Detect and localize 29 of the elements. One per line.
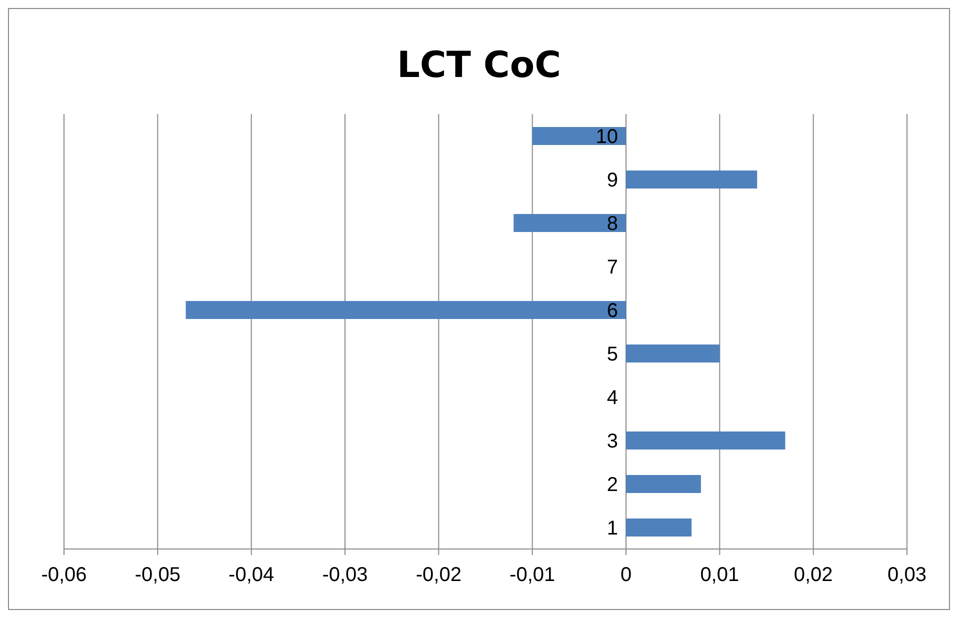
bar <box>626 432 786 450</box>
y-tick-label: 9 <box>606 169 618 192</box>
y-tick-label: 1 <box>606 517 618 540</box>
y-tick-label: 10 <box>596 126 618 148</box>
bar <box>532 127 626 145</box>
bar <box>626 475 701 493</box>
x-tick-label: -0,04 <box>228 564 274 586</box>
bar <box>514 214 626 232</box>
chart-title: LCT CoC <box>396 45 562 86</box>
y-tick-label: 3 <box>606 430 618 452</box>
bar <box>626 170 758 188</box>
y-tick-label: 2 <box>606 474 618 496</box>
y-tick-label: 5 <box>606 343 618 366</box>
x-tick-label: 0,01 <box>700 564 740 586</box>
bar <box>626 518 692 536</box>
x-tick-label: 0 <box>620 564 632 586</box>
y-tick-label: 7 <box>606 256 618 278</box>
bar <box>186 301 626 319</box>
x-tick-label: -0,01 <box>510 564 556 586</box>
x-tick-label: -0,02 <box>416 564 462 586</box>
x-tick-label: 0,02 <box>794 564 833 586</box>
y-tick-label: 4 <box>606 386 618 409</box>
y-tick-label: 6 <box>606 300 618 322</box>
x-tick-label: 0,03 <box>888 564 926 586</box>
bar <box>626 344 720 362</box>
x-tick-label: -0,05 <box>134 564 180 586</box>
x-tick-label: -0,06 <box>41 564 87 586</box>
y-tick-label: 8 <box>606 212 618 235</box>
x-tick-label: -0,03 <box>322 564 368 586</box>
